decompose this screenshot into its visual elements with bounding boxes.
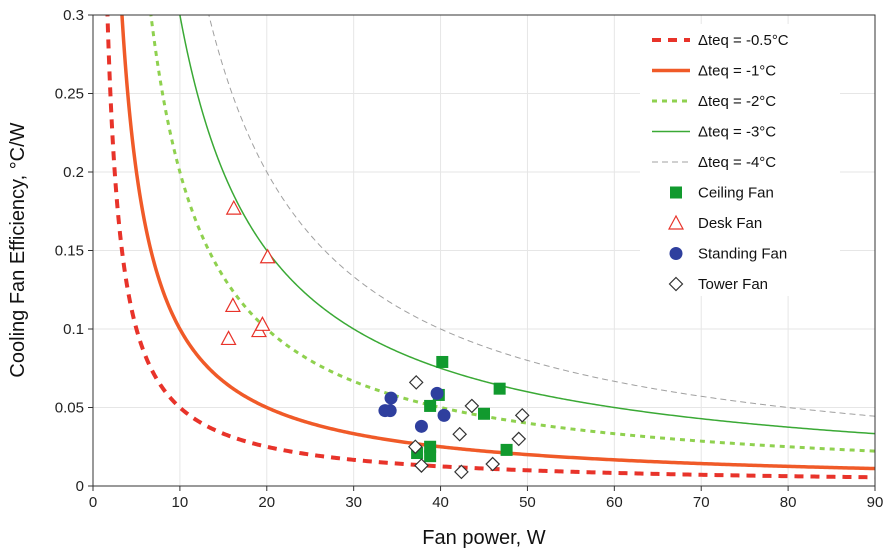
- x-tick-label: 30: [345, 494, 362, 511]
- x-tick-label: 20: [258, 494, 275, 511]
- y-tick-label: 0.1: [63, 321, 84, 338]
- legend-item-label: Δteq = -2°C: [698, 93, 776, 110]
- data-point: [220, 330, 237, 346]
- data-point: [224, 297, 241, 313]
- curve-line: [179, 15, 875, 435]
- x-tick-label: 40: [432, 494, 449, 511]
- x-axis-label: Fan power, W: [422, 527, 546, 549]
- data-point: [414, 419, 428, 433]
- legend: Δteq = -0.5°C Δteq = -1°C Δteq = -2°C Δteq …: [640, 24, 840, 296]
- curve-line: [208, 15, 875, 417]
- data-point: [254, 316, 271, 331]
- data-point: [500, 443, 513, 456]
- data-point: [384, 391, 398, 405]
- data-point: [514, 408, 530, 423]
- data-point: [414, 458, 429, 473]
- data-point: [430, 386, 444, 400]
- data-point: [464, 398, 480, 414]
- legend-item-label: Desk Fan: [698, 215, 762, 232]
- data-point: [454, 464, 469, 480]
- axis-ticks: 0 10 20 30 40 50 60 70 80 90 0 0.05 0.1 0.15 0.2 0.25 0.…: [55, 7, 883, 511]
- data-point: [667, 214, 685, 230]
- x-tick-label: 80: [780, 494, 797, 511]
- data-point: [485, 456, 501, 472]
- data-point: [452, 426, 468, 442]
- data-point: [424, 450, 437, 463]
- legend-item-label: Δteq = -0.5°C: [698, 32, 789, 49]
- legend-item-label: Tower Fan: [698, 276, 768, 293]
- legend-item-label: Ceiling Fan: [698, 185, 774, 202]
- y-tick-label: 0.2: [63, 164, 84, 181]
- data-point: [225, 199, 242, 215]
- data-point: [478, 407, 490, 420]
- legend-item-label: Δteq = -1°C: [698, 63, 776, 80]
- x-tick-label: 70: [693, 494, 710, 511]
- x-tick-label: 0: [89, 494, 97, 511]
- legend-item-label: Δteq = -3°C: [698, 124, 776, 141]
- y-tick-label: 0.15: [55, 243, 84, 260]
- legend-item-label: Standing Fan: [698, 246, 787, 263]
- curve-line: [120, 15, 875, 471]
- x-tick-label: 90: [867, 494, 883, 511]
- data-point: [669, 247, 683, 260]
- data-point: [511, 431, 527, 447]
- y-tick-label: 0.3: [63, 7, 84, 24]
- y-axis-label: Cooling Fan Efficiency, °C/W: [7, 122, 29, 377]
- x-tick-label: 60: [606, 494, 623, 511]
- data-point: [436, 355, 449, 368]
- data-point: [670, 186, 682, 199]
- y-tick-label: 0.05: [55, 400, 84, 417]
- data-point: [408, 375, 424, 390]
- data-point: [383, 404, 397, 418]
- x-tick-label: 50: [519, 494, 536, 511]
- data-point: [259, 248, 276, 264]
- y-tick-label: 0.25: [55, 86, 84, 103]
- data-point: [493, 382, 506, 395]
- y-tick-label: 0: [76, 478, 84, 495]
- x-tick-label: 10: [172, 494, 189, 511]
- data-point: [424, 399, 437, 412]
- data-point: [408, 439, 423, 455]
- scatter-points: [220, 199, 530, 480]
- data-point: [437, 408, 451, 422]
- data-point: [424, 440, 437, 453]
- legend-item-label: Δteq = -4°C: [698, 154, 776, 171]
- data-point: [668, 276, 684, 292]
